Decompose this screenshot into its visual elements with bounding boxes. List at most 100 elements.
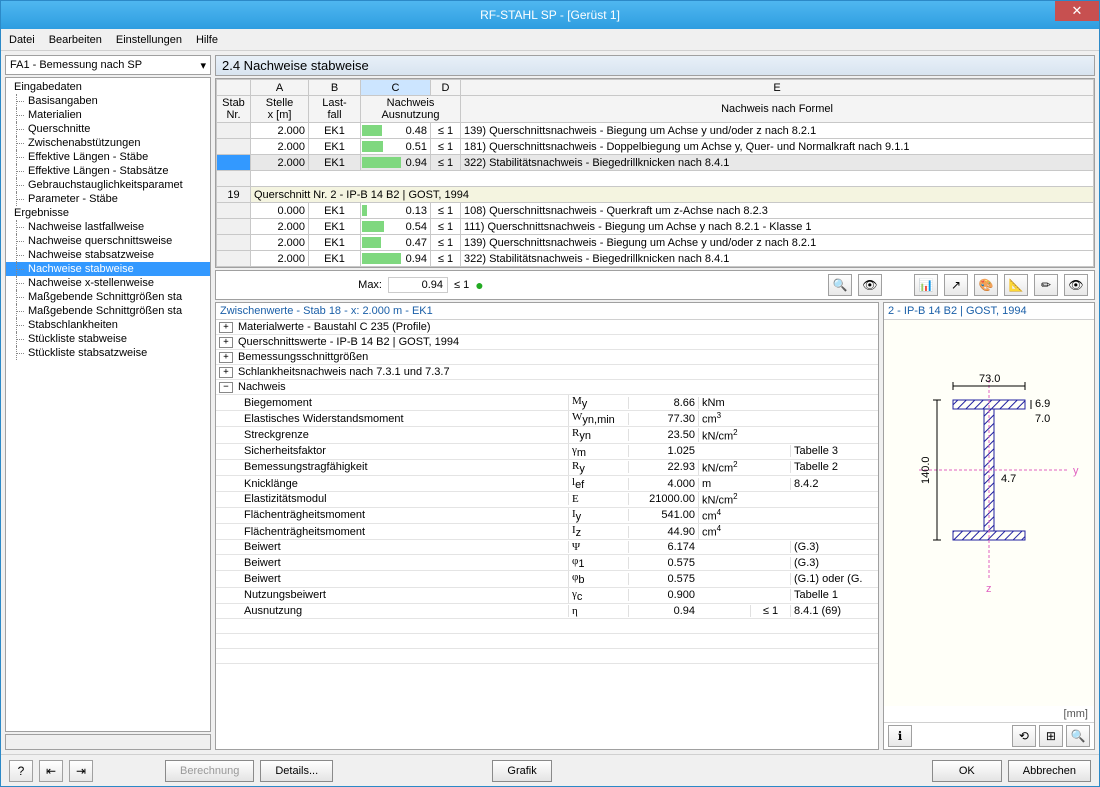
main-panel: 2.4 Nachweise stabweise ABCDEStabNr.Stel…	[215, 55, 1095, 750]
menu-datei[interactable]: Datei	[9, 34, 35, 46]
tree-item[interactable]: Nachweise stabweise	[6, 262, 210, 276]
content: FA1 - Bemessung nach SP ▾ EingabedatenBa…	[1, 51, 1099, 754]
profile-canvas: y z 73.0 6.9 7.0 140.0 4.7	[884, 320, 1094, 706]
tree-item[interactable]: Maßgebende Schnittgrößen sta	[6, 290, 210, 304]
berechnung-button[interactable]: Berechnung	[165, 760, 254, 782]
menubar: Datei Bearbeiten Einstellungen Hilfe	[1, 29, 1099, 51]
tree-item[interactable]: Zwischenabstützungen	[6, 136, 210, 150]
detail-expand-row[interactable]: +Bemessungsschnittgrößen	[216, 350, 878, 365]
profile-header: 2 - IP-B 14 B2 | GOST, 1994	[884, 303, 1094, 320]
detail-nachweis-row[interactable]: −Nachweis	[216, 380, 878, 395]
toolbar-btn-3[interactable]: 📊	[914, 274, 938, 296]
ok-button[interactable]: OK	[932, 760, 1002, 782]
tree-item[interactable]: Basisangaben	[6, 94, 210, 108]
tree-item[interactable]: Effektive Längen - Stabsätze	[6, 164, 210, 178]
tree-item[interactable]: Stabschlankheiten	[6, 318, 210, 332]
close-button[interactable]: ✕	[1055, 1, 1099, 21]
toolbar-btn-4[interactable]: ↗	[944, 274, 968, 296]
menu-hilfe[interactable]: Hilfe	[196, 34, 218, 46]
detail-expand-row[interactable]: +Materialwerte - Baustahl C 235 (Profile…	[216, 320, 878, 335]
detail-prop-row: Nutzungsbeiwertγc0.900Tabelle 1	[216, 588, 878, 604]
window-title: RF-STAHL SP - [Gerüst 1]	[1, 8, 1099, 22]
toolbar-btn-8[interactable]: 👁	[1064, 274, 1088, 296]
tree-item[interactable]: Nachweise lastfallweise	[6, 220, 210, 234]
tree-item[interactable]: Materialien	[6, 108, 210, 122]
tree-group[interactable]: Ergebnisse	[6, 206, 210, 220]
nav-tree[interactable]: EingabedatenBasisangabenMaterialienQuers…	[5, 77, 211, 732]
help-button[interactable]: ?	[9, 760, 33, 782]
menu-bearbeiten[interactable]: Bearbeiten	[49, 34, 102, 46]
svg-text:z: z	[986, 583, 992, 595]
detail-prop-row: BemessungstragfähigkeitRy22.93kN/cm2Tabe…	[216, 460, 878, 476]
max-value: 0.94	[388, 277, 448, 293]
toolbar-btn-6[interactable]: 📐	[1004, 274, 1028, 296]
toolbar-btn-7[interactable]: ✏	[1034, 274, 1058, 296]
detail-prop-row: Knicklängelef4.000m8.4.2	[216, 476, 878, 492]
footer-btn-2[interactable]: ⇤	[39, 760, 63, 782]
toolbar-btn-2[interactable]: 👁	[858, 274, 882, 296]
lower-panels: Zwischenwerte - Stab 18 - x: 2.000 m - E…	[215, 302, 1095, 750]
footer-btn-3[interactable]: ⇥	[69, 760, 93, 782]
case-dropdown[interactable]: FA1 - Bemessung nach SP ▾	[5, 55, 211, 75]
toolbar-btn-1[interactable]: 🔍	[828, 274, 852, 296]
tree-item[interactable]: Gebrauchstauglichkeitsparamet	[6, 178, 210, 192]
detail-panel: Zwischenwerte - Stab 18 - x: 2.000 m - E…	[215, 302, 879, 750]
summary-bar: Max: 0.94 ≤ 1 ● 🔍 👁 📊 ↗ 🎨 📐 ✏ 👁	[215, 270, 1095, 300]
detail-prop-row: BeiwertΨ6.174(G.3)	[216, 540, 878, 555]
profile-unit: [mm]	[884, 706, 1094, 722]
results-grid[interactable]: ABCDEStabNr.Stellex [m]Last-fallNachweis…	[215, 78, 1095, 268]
detail-prop-row: StreckgrenzeRyn23.50kN/cm2	[216, 427, 878, 443]
detail-prop-row: ElastizitätsmodulE21000.00kN/cm2	[216, 492, 878, 508]
panel-title: 2.4 Nachweise stabweise	[215, 55, 1095, 76]
detail-prop-row: Ausnutzungη0.94≤ 18.4.1 (69)	[216, 604, 878, 619]
detail-prop-row: Elastisches WiderstandsmomentWyn,min77.3…	[216, 411, 878, 427]
svg-text:73.0: 73.0	[979, 373, 1000, 385]
svg-text:7.0: 7.0	[1035, 413, 1050, 425]
tree-item[interactable]: Effektive Längen - Stäbe	[6, 150, 210, 164]
svg-text:4.7: 4.7	[1001, 473, 1016, 485]
detail-prop-row: Sicherheitsfaktorγm1.025Tabelle 3	[216, 444, 878, 460]
profile-tool-2[interactable]: ⊞	[1039, 725, 1063, 747]
tree-item[interactable]: Stückliste stabsatzweise	[6, 346, 210, 360]
detail-list[interactable]: +Materialwerte - Baustahl C 235 (Profile…	[216, 320, 878, 749]
app-window: RF-STAHL SP - [Gerüst 1] ✕ Datei Bearbei…	[0, 0, 1100, 787]
detail-prop-row: FlächenträgheitsmomentIz44.90cm4	[216, 524, 878, 540]
details-button[interactable]: Details...	[260, 760, 333, 782]
profile-svg: y z 73.0 6.9 7.0 140.0 4.7	[884, 320, 1094, 620]
tree-item[interactable]: Stückliste stabweise	[6, 332, 210, 346]
tree-item[interactable]: Maßgebende Schnittgrößen sta	[6, 304, 210, 318]
detail-prop-row: Beiwertφb0.575(G.1) oder (G.	[216, 571, 878, 587]
max-label: Max:	[222, 279, 382, 291]
detail-header: Zwischenwerte - Stab 18 - x: 2.000 m - E…	[216, 303, 878, 320]
check-ok-icon: ●	[475, 277, 483, 293]
svg-text:y: y	[1073, 465, 1079, 477]
max-cmp: ≤ 1	[454, 279, 469, 291]
tree-item[interactable]: Nachweise querschnittsweise	[6, 234, 210, 248]
menu-einstellungen[interactable]: Einstellungen	[116, 34, 182, 46]
profile-panel: 2 - IP-B 14 B2 | GOST, 1994	[883, 302, 1095, 750]
titlebar: RF-STAHL SP - [Gerüst 1] ✕	[1, 1, 1099, 29]
profile-tool-1[interactable]: ⟲	[1012, 725, 1036, 747]
detail-prop-row: Beiwertφ10.575(G.3)	[216, 555, 878, 571]
detail-prop-row: BiegemomentMy8.66kNm	[216, 395, 878, 411]
grafik-button[interactable]: Grafik	[492, 760, 551, 782]
detail-prop-row: FlächenträgheitsmomentIy541.00cm4	[216, 508, 878, 524]
tree-item[interactable]: Parameter - Stäbe	[6, 192, 210, 206]
tree-group[interactable]: Eingabedaten	[6, 80, 210, 94]
sidebar: FA1 - Bemessung nach SP ▾ EingabedatenBa…	[5, 55, 211, 750]
tree-item[interactable]: Querschnitte	[6, 122, 210, 136]
tree-item[interactable]: Nachweise stabsatzweise	[6, 248, 210, 262]
profile-tool-3[interactable]: 🔍	[1066, 725, 1090, 747]
profile-info-btn[interactable]: ℹ	[888, 725, 912, 747]
svg-text:6.9: 6.9	[1035, 398, 1050, 410]
toolbar-btn-5[interactable]: 🎨	[974, 274, 998, 296]
chevron-down-icon: ▾	[200, 59, 206, 72]
detail-expand-row[interactable]: +Schlankheitsnachweis nach 7.3.1 und 7.3…	[216, 365, 878, 380]
profile-footer: ℹ ⟲ ⊞ 🔍	[884, 722, 1094, 749]
abbrechen-button[interactable]: Abbrechen	[1008, 760, 1091, 782]
tree-scrollbar[interactable]	[5, 734, 211, 750]
case-dropdown-value: FA1 - Bemessung nach SP	[10, 59, 142, 71]
footer: ? ⇤ ⇥ Berechnung Details... Grafik OK Ab…	[1, 754, 1099, 786]
tree-item[interactable]: Nachweise x-stellenweise	[6, 276, 210, 290]
detail-expand-row[interactable]: +Querschnittswerte - IP-B 14 B2 | GOST, …	[216, 335, 878, 350]
